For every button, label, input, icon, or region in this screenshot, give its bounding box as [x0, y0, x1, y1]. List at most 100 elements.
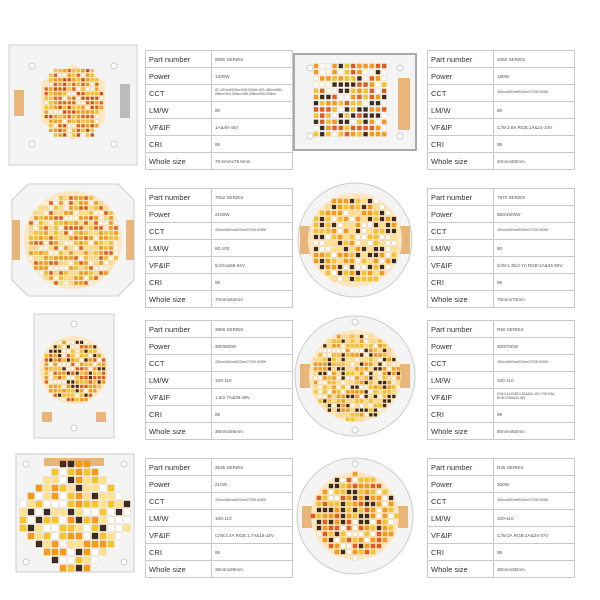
led-chip: [355, 394, 359, 399]
led-chip: [327, 376, 332, 380]
spec-table: Part number 7870 SERIES Power 850/1000W CC…: [427, 188, 575, 308]
value-lmw: 80-100: [211, 239, 293, 257]
value-vfif: C/W:1.4A RGB:0.82A&40-46V C/W:4.5A RGB:2…: [493, 388, 575, 406]
led-chip: [381, 76, 387, 81]
led-chip: [355, 389, 359, 394]
led-chip: [29, 231, 33, 235]
led-chip: [345, 343, 350, 348]
led-chip: [376, 537, 382, 543]
led-chip: [345, 399, 350, 403]
led-array: [310, 471, 400, 561]
led-chip: [327, 403, 332, 408]
led-chip: [327, 408, 332, 413]
led-chip: [319, 119, 325, 125]
led-chip: [81, 110, 85, 114]
value-size: 35mmx35mm: [493, 560, 575, 578]
led-chip: [79, 345, 84, 349]
led-chip: [332, 76, 337, 81]
led-chip: [84, 384, 88, 389]
led-chip: [352, 555, 358, 561]
led-chip: [313, 107, 319, 112]
label-power: Power: [427, 475, 494, 493]
led-chip: [378, 380, 382, 385]
led-chip: [387, 362, 392, 367]
led-chip: [332, 385, 336, 390]
led-chip: [358, 525, 364, 531]
led-chip: [379, 210, 385, 216]
led-chip: [72, 82, 76, 87]
led-chip: [364, 380, 369, 385]
led-chip: [59, 484, 67, 492]
led-chip: [62, 133, 67, 137]
led-chip: [53, 353, 57, 358]
label-vfif: VF&IF: [145, 526, 212, 544]
led-chip: [369, 76, 375, 81]
led-chip: [318, 348, 323, 353]
led-chip: [81, 133, 85, 137]
led-chip: [97, 349, 101, 353]
led-chip: [373, 371, 378, 376]
led-chip: [318, 399, 323, 403]
led-chip: [54, 226, 58, 230]
led-chip: [381, 100, 387, 106]
led-chip: [90, 78, 94, 82]
led-chip: [336, 339, 341, 344]
led-chip: [363, 94, 368, 100]
led-chip: [344, 76, 350, 81]
value-vfif: C/W:1.35/2.7A RGB:1A&44-50V: [493, 256, 575, 274]
led-chip: [44, 353, 49, 358]
led-chip: [368, 353, 373, 357]
led-chip: [346, 513, 352, 519]
led-chip: [325, 210, 331, 216]
led-chip: [344, 113, 350, 118]
led-chip: [67, 516, 75, 524]
led-chip: [346, 537, 352, 543]
led-chip: [364, 376, 369, 380]
led-chip: [341, 357, 346, 362]
led-chip: [64, 226, 68, 230]
led-chip: [44, 105, 48, 110]
led-chip: [83, 476, 91, 484]
led-chip: [381, 88, 387, 94]
led-chip: [76, 73, 81, 77]
led-chip: [67, 548, 75, 556]
led-chip: [49, 231, 53, 235]
led-chip: [332, 362, 336, 367]
led-chip: [350, 385, 355, 390]
led-chip: [29, 236, 33, 240]
led-chip: [44, 271, 48, 275]
led-chip: [382, 353, 387, 357]
led-chip: [338, 119, 344, 125]
led-chip: [85, 78, 90, 82]
led-chip: [370, 543, 376, 549]
led-chip: [76, 78, 81, 82]
led-chip: [319, 240, 325, 246]
led-chip: [54, 241, 58, 245]
led-chip: [350, 63, 356, 69]
led-chip: [39, 241, 43, 245]
led-chip: [369, 125, 375, 131]
led-chip: [382, 376, 387, 380]
led-chip: [344, 82, 350, 87]
led-chip: [27, 524, 35, 532]
led-chip: [62, 345, 66, 349]
led-chip: [81, 119, 85, 123]
led-chip: [358, 549, 364, 555]
led-chip: [107, 516, 115, 524]
led-chip: [385, 234, 391, 240]
led-chip: [344, 107, 350, 112]
led-chip: [69, 271, 73, 275]
led-chip: [76, 110, 81, 114]
led-chip: [313, 228, 319, 234]
led-chip: [319, 125, 325, 131]
led-chip: [367, 204, 373, 210]
led-chip: [107, 508, 115, 516]
led-chip: [93, 371, 97, 375]
led-chip: [53, 119, 58, 123]
led-chip: [109, 261, 113, 265]
led-chip: [54, 246, 58, 250]
led-chip: [319, 252, 325, 258]
led-chip: [44, 221, 48, 225]
led-chip: [79, 226, 83, 230]
led-chip: [62, 96, 67, 100]
